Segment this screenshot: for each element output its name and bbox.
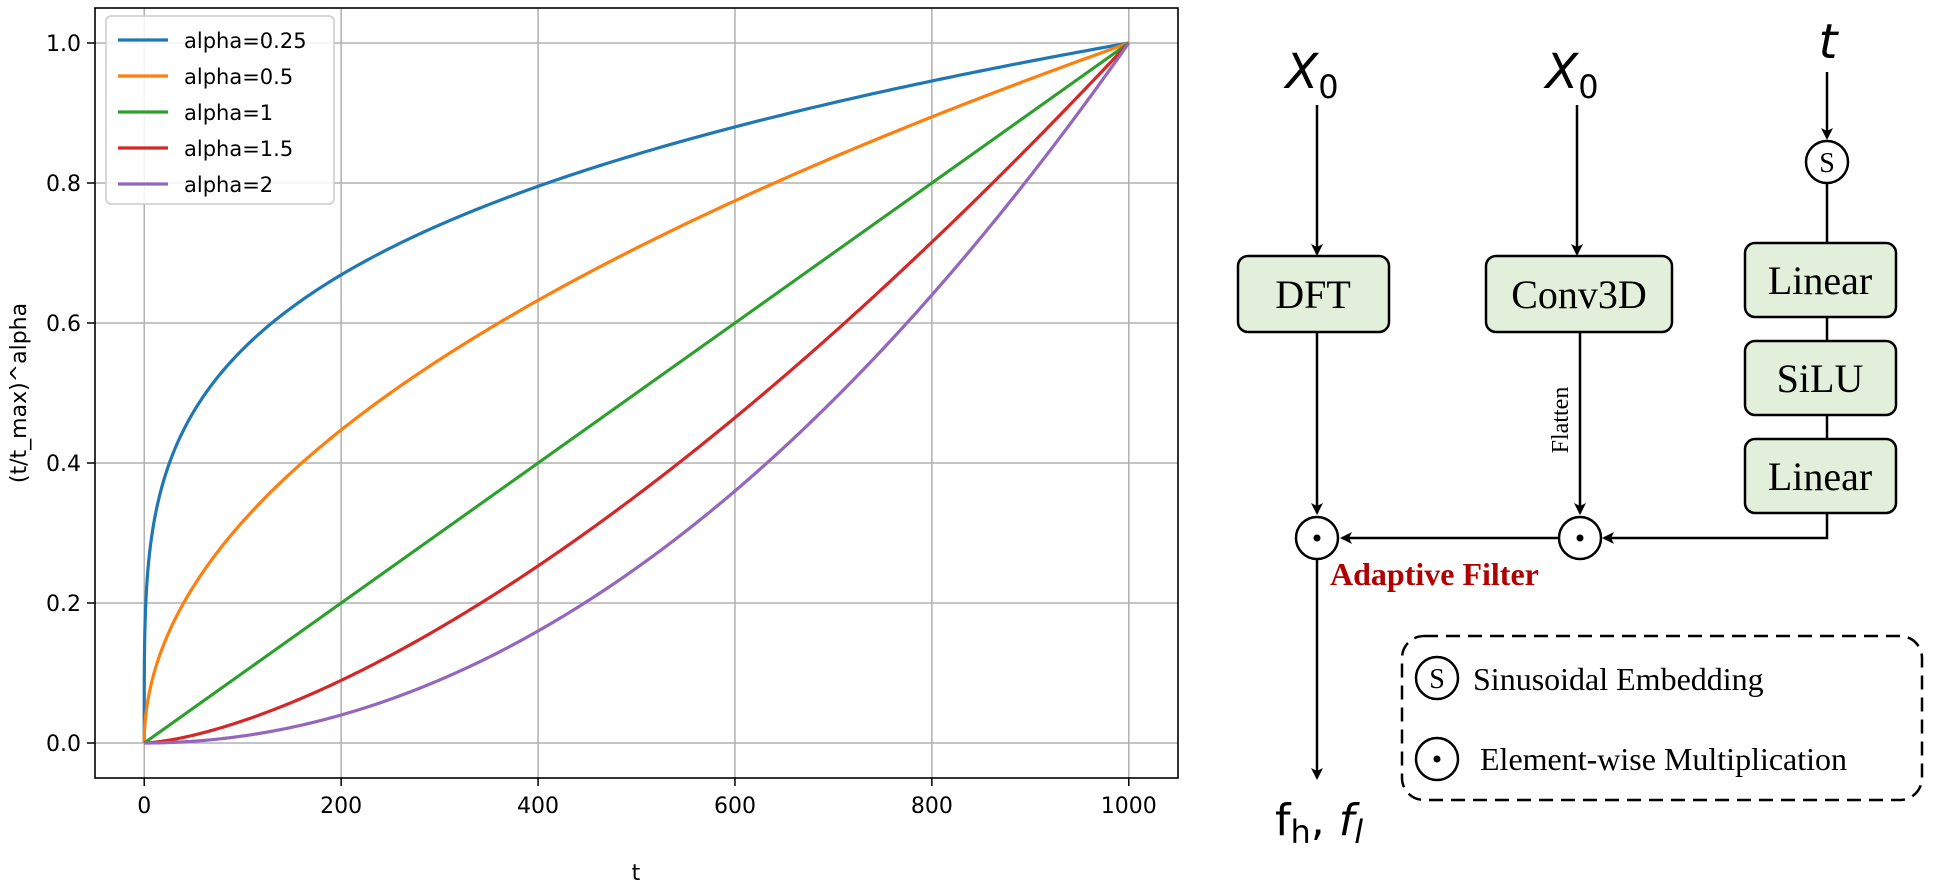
x-tick-label: 600 <box>714 794 756 819</box>
legend-entry: alpha=0.5 <box>184 65 293 89</box>
legend-entry: alpha=0.25 <box>184 29 307 53</box>
y-tick-label: 0.4 <box>46 452 81 477</box>
y-tick-label: 1.0 <box>46 32 81 57</box>
x-axis-ticks: 0 200 400 600 800 1000 <box>137 778 1157 819</box>
legend-box <box>105 15 335 205</box>
series-line-0 <box>142 41 1130 743</box>
legend: alpha=0.25 alpha=0.5 alpha=1 alpha=1.5 alpha… <box>105 15 335 205</box>
legend-entry: alpha=1.5 <box>184 137 293 161</box>
series-line-2 <box>143 41 1130 745</box>
y-tick-label: 0.0 <box>46 732 81 757</box>
x-tick-label: 400 <box>517 794 559 819</box>
x-axis-label: t <box>632 861 641 886</box>
y-axis-ticks: 0.0 0.2 0.4 0.6 0.8 1.0 <box>46 32 95 757</box>
x-tick-label: 0 <box>137 794 151 819</box>
y-tick-label: 0.2 <box>46 592 81 617</box>
y-axis-label: (t/t_max)^alpha <box>7 303 32 483</box>
series-line-3 <box>144 41 1130 745</box>
grid-lines <box>95 8 1178 778</box>
y-tick-label: 0.8 <box>46 172 81 197</box>
plot-frame <box>94 7 1179 779</box>
x-tick-label: 200 <box>320 794 362 819</box>
x-tick-label: 800 <box>911 794 953 819</box>
series-line-4 <box>144 42 1131 745</box>
legend-entry: alpha=1 <box>184 101 273 125</box>
y-tick-label: 0.6 <box>46 312 81 337</box>
series-line-1 <box>142 41 1130 745</box>
legend-entry: alpha=2 <box>184 173 273 197</box>
series-lines <box>142 41 1131 745</box>
x-tick-label: 1000 <box>1101 794 1157 819</box>
